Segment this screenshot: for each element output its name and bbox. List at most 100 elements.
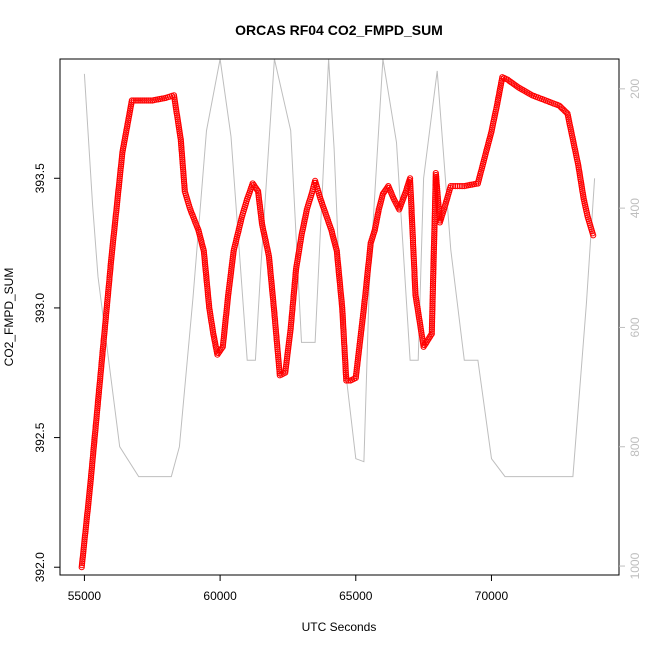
- data-point: [431, 222, 438, 229]
- data-point: [272, 320, 279, 327]
- data-point: [272, 322, 279, 329]
- data-point: [407, 177, 414, 184]
- data-point: [430, 244, 437, 251]
- data-point: [179, 158, 186, 165]
- data-point: [342, 359, 349, 366]
- data-point: [109, 245, 116, 252]
- data-point: [93, 411, 100, 418]
- data-point: [256, 202, 263, 209]
- data-point: [429, 282, 437, 289]
- data-point: [289, 301, 296, 308]
- data-point: [93, 413, 100, 420]
- data-point: [273, 340, 281, 347]
- data-point: [345, 377, 352, 384]
- data-point: [342, 363, 349, 370]
- data-point: [205, 293, 212, 300]
- data-point: [84, 504, 92, 511]
- data-point: [226, 277, 234, 284]
- data-point: [339, 306, 346, 313]
- data-point: [354, 360, 361, 367]
- data-point: [273, 330, 280, 337]
- data-point: [95, 393, 102, 400]
- data-point: [431, 226, 438, 233]
- data-point: [107, 264, 114, 271]
- data-point: [430, 258, 437, 265]
- data-point: [257, 208, 264, 215]
- data-point: [206, 302, 213, 310]
- data-point: [108, 256, 115, 264]
- data-point: [223, 303, 231, 310]
- data-point: [287, 321, 295, 328]
- data-point: [99, 351, 106, 358]
- data-point: [338, 300, 345, 308]
- data-point: [113, 201, 121, 208]
- data-point: [223, 307, 230, 314]
- data-point: [102, 312, 110, 319]
- data-point: [99, 345, 107, 353]
- data-point: [105, 290, 112, 297]
- data-point: [100, 340, 107, 347]
- data-point: [97, 373, 104, 380]
- data-point: [407, 189, 414, 196]
- data-point: [114, 199, 121, 206]
- data-point: [429, 308, 436, 315]
- data-point: [84, 508, 91, 515]
- data-point: [334, 255, 341, 262]
- data-point: [288, 319, 295, 326]
- data-point: [429, 300, 436, 307]
- data-point: [98, 363, 105, 370]
- data-point: [361, 295, 369, 302]
- data-point: [270, 302, 277, 309]
- data-point: [204, 287, 211, 294]
- data-point: [180, 170, 187, 177]
- data-point: [180, 178, 188, 185]
- data-point: [431, 240, 438, 247]
- data-point: [229, 255, 236, 262]
- data-point: [225, 285, 233, 292]
- data-point: [118, 157, 125, 164]
- data-point: [410, 241, 417, 248]
- data-point: [337, 289, 344, 296]
- data-point: [107, 268, 114, 275]
- data-point: [430, 276, 437, 283]
- x-tick-label: 60000: [203, 589, 237, 603]
- data-point: [205, 295, 212, 302]
- data-point: [81, 538, 88, 545]
- data-point: [408, 217, 416, 224]
- data-point: [221, 329, 228, 336]
- data-point: [430, 260, 437, 267]
- data-point: [340, 333, 347, 340]
- data-point: [89, 452, 97, 459]
- data-point: [367, 245, 374, 253]
- data-point: [114, 195, 121, 202]
- data-point: [359, 318, 366, 325]
- data-point: [271, 310, 278, 317]
- data-point: [106, 274, 113, 281]
- data-point: [110, 235, 117, 242]
- data-point: [335, 267, 342, 274]
- data-point: [360, 308, 367, 315]
- data-point: [434, 187, 441, 194]
- data-point: [266, 254, 273, 262]
- data-point: [408, 213, 415, 220]
- data-point: [87, 478, 94, 485]
- data-point: [101, 330, 108, 337]
- data-point: [341, 353, 348, 360]
- data-point: [282, 363, 290, 370]
- data-point: [111, 225, 118, 232]
- data-point: [409, 237, 417, 244]
- data-point: [429, 284, 436, 291]
- data-point: [253, 186, 261, 193]
- data-point: [433, 173, 440, 181]
- data-point: [411, 265, 418, 272]
- data-point: [134, 97, 142, 104]
- data-point: [276, 364, 283, 371]
- data-point: [102, 320, 109, 327]
- data-point: [112, 213, 119, 220]
- data-point: [139, 97, 146, 104]
- data-point: [428, 330, 435, 337]
- data-point: [407, 183, 414, 190]
- data-point: [334, 257, 341, 264]
- data-point: [179, 162, 186, 169]
- data-point: [117, 167, 124, 174]
